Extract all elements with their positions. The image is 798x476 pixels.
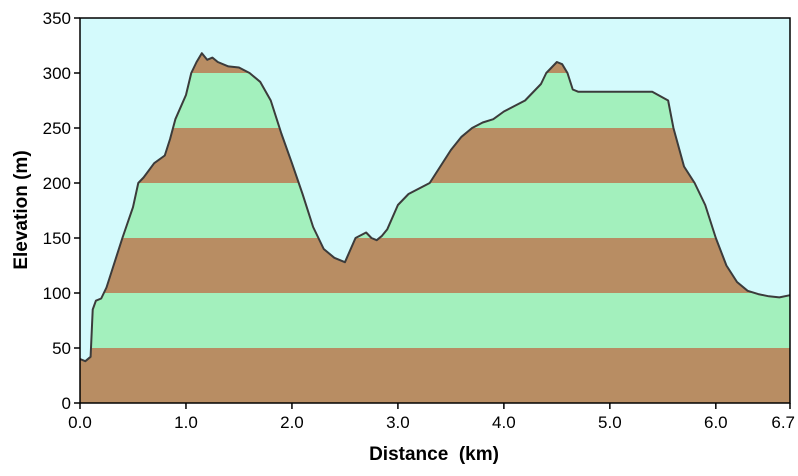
x-tick-label: 0.0 [68, 413, 92, 432]
y-tick-label: 250 [43, 119, 71, 138]
x-tick-label: 5.0 [598, 413, 622, 432]
y-tick-label: 300 [43, 64, 71, 83]
elevation-profile-line [79, 52, 791, 363]
elevation-band-green [80, 183, 790, 238]
x-tick-label: 2.0 [280, 413, 304, 432]
x-axis-label: Distance (km) [369, 444, 499, 465]
y-tick-label: 200 [43, 174, 71, 193]
x-tick-label: 1.0 [174, 413, 198, 432]
y-axis: 0 50 100 150 200 250 300 350 [43, 9, 80, 413]
x-tick-label: 6.0 [704, 413, 728, 432]
y-tick-label: 350 [43, 9, 71, 28]
y-tick-label: 100 [43, 284, 71, 303]
x-tick-label: 4.0 [492, 413, 516, 432]
x-axis: 0.0 1.0 2.0 3.0 4.0 5.0 6.0 6.7 [68, 403, 795, 432]
elevation-band-brown [80, 238, 790, 293]
y-tick-label: 0 [62, 394, 71, 413]
y-tick-label: 50 [52, 339, 71, 358]
plot-frame [79, 17, 791, 404]
x-tick-label: 3.0 [386, 413, 410, 432]
elevation-band-brown [80, 348, 790, 403]
elevation-band-green [80, 293, 790, 348]
x-tick-label: 6.7 [771, 413, 795, 432]
y-axis-label: Elevation (m) [11, 150, 32, 269]
y-tick-label: 150 [43, 229, 71, 248]
